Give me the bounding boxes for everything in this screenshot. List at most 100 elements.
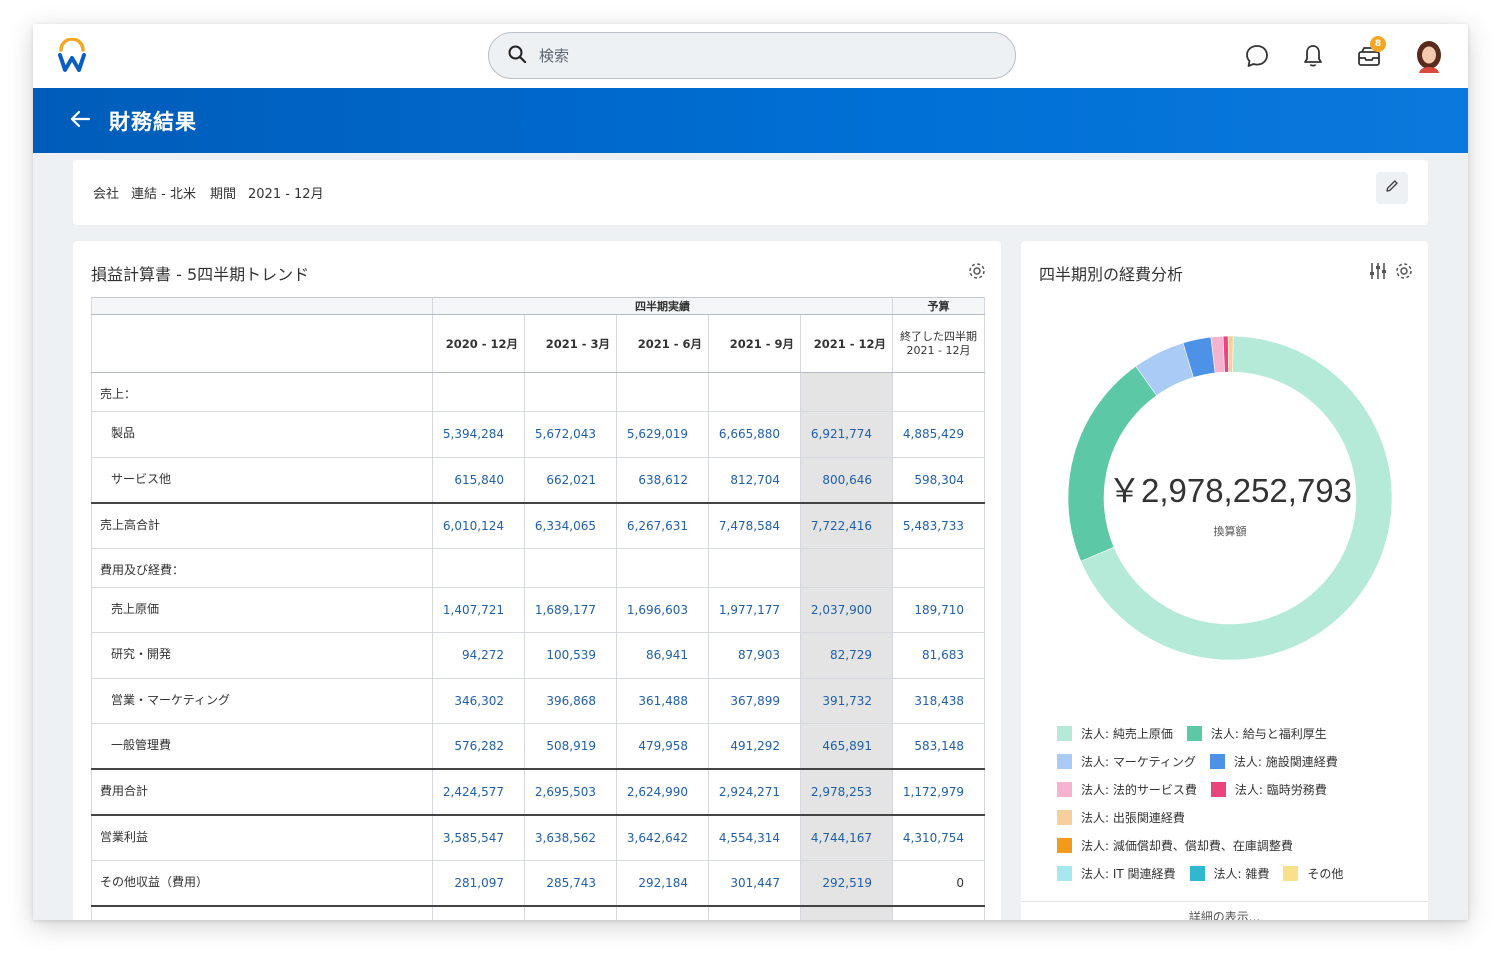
table-cell[interactable]: 189,710 (892, 587, 985, 633)
table-cell[interactable]: 292,184 (616, 860, 709, 906)
table-cell[interactable]: 292,519 (800, 860, 893, 906)
table-cell[interactable]: 638,612 (616, 457, 709, 503)
table-cell (708, 548, 801, 588)
legend-item[interactable]: 法人: 雑費 (1189, 865, 1269, 882)
table-cell[interactable]: 4,744,167 (800, 813, 893, 861)
legend-swatch (1057, 781, 1072, 797)
filter-sliders-icon[interactable] (1368, 261, 1388, 281)
table-cell[interactable]: 2,424,577 (432, 768, 525, 815)
table-cell[interactable]: 7,722,416 (800, 501, 893, 549)
table-cell[interactable]: 1,696,603 (616, 587, 709, 633)
table-cell[interactable]: 491,292 (708, 723, 801, 770)
edit-button[interactable] (1376, 172, 1408, 204)
table-cell[interactable]: 812,704 (708, 457, 801, 503)
avatar[interactable] (1413, 39, 1445, 73)
table-cell[interactable]: 3,866,643 (432, 904, 525, 920)
table-cell[interactable]: 576,282 (432, 723, 525, 770)
legend-item[interactable]: 法人: 法的サービス費 (1057, 781, 1197, 798)
table-cell[interactable]: 4,310,754 (892, 904, 985, 920)
table-cell[interactable]: 3,638,562 (524, 813, 617, 861)
table-cell[interactable]: 1,407,721 (432, 587, 525, 633)
table-cell[interactable]: 5,036,686 (800, 904, 893, 920)
table-cell[interactable]: 2,624,990 (616, 768, 709, 815)
table-cell[interactable]: 800,646 (800, 457, 893, 503)
table-cell (708, 372, 801, 412)
bell-icon[interactable] (1297, 40, 1329, 72)
inbox-icon[interactable]: 8 (1353, 36, 1386, 72)
back-arrow-icon[interactable] (69, 110, 91, 132)
legend-item[interactable]: 法人: 施設関連経費 (1209, 753, 1338, 770)
legend-item[interactable]: 法人: 臨時労務費 (1210, 781, 1327, 798)
table-cell[interactable]: 508,919 (524, 723, 617, 770)
table-cell[interactable]: 1,689,177 (524, 587, 617, 633)
legend-item[interactable]: 法人: 給与と福利厚生 (1186, 725, 1327, 742)
table-cell[interactable]: 6,010,124 (432, 501, 525, 549)
table-cell[interactable]: 94,272 (432, 632, 525, 679)
table-cell[interactable]: 82,729 (800, 632, 893, 679)
table-cell[interactable]: 285,743 (524, 860, 617, 906)
table-cell[interactable]: 1,977,177 (708, 587, 801, 633)
donut-slice[interactable] (1227, 336, 1234, 373)
table-cell[interactable]: 5,629,019 (616, 411, 709, 458)
table-cell[interactable]: 465,891 (800, 723, 893, 770)
legend-item[interactable]: 法人: 純売上原価 (1057, 725, 1173, 742)
table-cell[interactable]: 367,899 (708, 678, 801, 724)
table-cell[interactable]: 4,885,429 (892, 411, 985, 458)
table-cell[interactable]: 86,941 (616, 632, 709, 679)
table-cell[interactable]: 391,732 (800, 678, 893, 724)
table-cell[interactable]: 346,302 (432, 678, 525, 724)
table-cell (616, 548, 709, 588)
table-cell[interactable]: 4,554,314 (708, 813, 801, 861)
legend-swatch (1057, 837, 1072, 853)
table-cell[interactable]: 2,695,503 (524, 768, 617, 815)
legend-item[interactable]: 法人: 減価償却費、償却費、在庫調整費 (1057, 837, 1293, 854)
table-cell[interactable]: 396,868 (524, 678, 617, 724)
table-cell[interactable]: 615,840 (432, 457, 525, 503)
gear-icon[interactable] (1394, 261, 1414, 281)
chat-icon[interactable] (1241, 40, 1273, 72)
table-cell[interactable]: 301,447 (708, 860, 801, 906)
table-cell[interactable]: 583,148 (892, 723, 985, 770)
show-details-link[interactable]: 詳細の表示... (1021, 901, 1428, 920)
table-cell[interactable]: 662,021 (524, 457, 617, 503)
table-cell[interactable]: 87,903 (708, 632, 801, 679)
table-cell[interactable]: 5,672,043 (524, 411, 617, 458)
table-cell[interactable]: 2,037,900 (800, 587, 893, 633)
table-cell[interactable]: 1,172,979 (892, 768, 985, 815)
legend-item[interactable]: 法人: 出張関連経費 (1057, 809, 1185, 826)
table-cell[interactable]: 361,488 (616, 678, 709, 724)
table-cell[interactable]: 7,478,584 (708, 501, 801, 549)
table-cell[interactable]: 0 (892, 860, 985, 906)
table-cell[interactable]: 3,934,826 (616, 904, 709, 920)
table-cell[interactable]: 100,539 (524, 632, 617, 679)
table-cell[interactable]: 2,978,253 (800, 768, 893, 815)
legend-item[interactable]: 法人: IT 関連経費 (1057, 865, 1176, 882)
table-cell[interactable]: 2,924,271 (708, 768, 801, 815)
legend-item[interactable]: 法人: マーケティング (1057, 753, 1196, 770)
table-cell[interactable]: 5,483,733 (892, 501, 985, 549)
donut-slice[interactable] (1068, 365, 1158, 562)
table-cell[interactable]: 4,855,760 (708, 904, 801, 920)
table-cell[interactable]: 598,304 (892, 457, 985, 503)
search-bar[interactable]: 検索 (488, 32, 1016, 79)
legend-row: 法人: マーケティング 法人: 施設関連経費 (1057, 747, 1417, 775)
table-cell[interactable]: 6,334,065 (524, 501, 617, 549)
table-cell[interactable]: 318,438 (892, 678, 985, 724)
table-cell (892, 548, 985, 588)
table-cell[interactable]: 5,394,284 (432, 411, 525, 458)
table-cell[interactable]: 479,958 (616, 723, 709, 770)
table-row: 費用合計 2,424,577 2,695,503 2,624,990 2,924,271… (91, 768, 985, 815)
table-cell[interactable]: 3,585,547 (432, 813, 525, 861)
donut-slice[interactable] (1080, 336, 1392, 660)
table-cell[interactable]: 81,683 (892, 632, 985, 679)
table-cell[interactable]: 3,924,305 (524, 904, 617, 920)
gear-icon[interactable] (967, 261, 987, 281)
workday-logo[interactable] (57, 37, 87, 74)
table-cell[interactable]: 6,267,631 (616, 501, 709, 549)
legend-item[interactable]: その他 (1283, 865, 1343, 882)
table-cell[interactable]: 4,310,754 (892, 813, 985, 861)
table-cell[interactable]: 6,921,774 (800, 411, 893, 458)
table-cell[interactable]: 6,665,880 (708, 411, 801, 458)
table-cell[interactable]: 3,642,642 (616, 813, 709, 861)
table-cell[interactable]: 281,097 (432, 860, 525, 906)
